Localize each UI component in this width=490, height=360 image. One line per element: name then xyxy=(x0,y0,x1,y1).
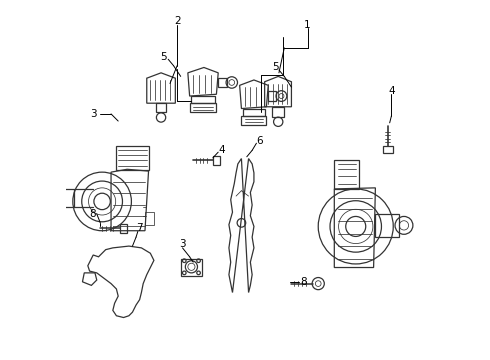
Text: 5: 5 xyxy=(272,63,279,72)
Text: 8: 8 xyxy=(89,209,96,219)
Text: 7: 7 xyxy=(136,223,143,233)
Text: 1: 1 xyxy=(304,19,311,30)
Text: 3: 3 xyxy=(90,109,97,119)
Text: 8: 8 xyxy=(301,277,307,287)
Text: 4: 4 xyxy=(219,145,225,155)
Text: 3: 3 xyxy=(179,239,186,249)
Text: 6: 6 xyxy=(257,136,263,146)
Text: 5: 5 xyxy=(160,52,167,62)
Text: 2: 2 xyxy=(174,16,180,26)
Text: 4: 4 xyxy=(388,86,395,96)
